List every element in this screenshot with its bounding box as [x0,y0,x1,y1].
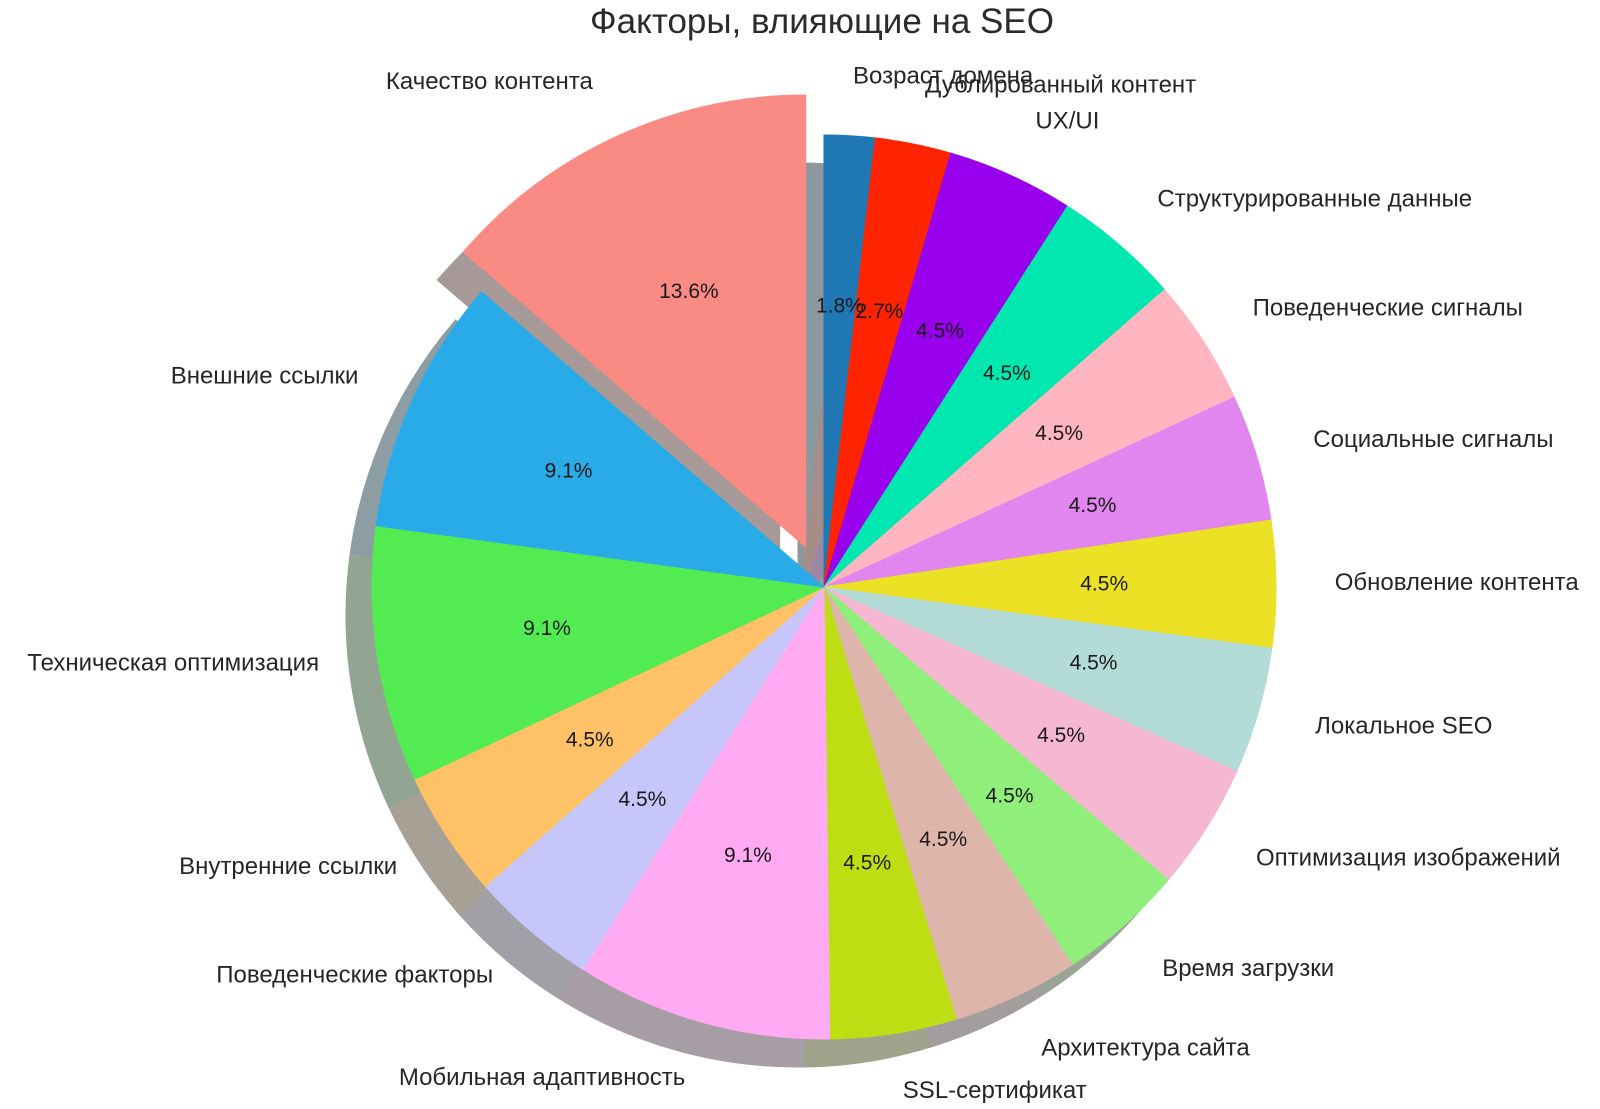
svg-text:4.5%: 4.5% [1080,573,1128,596]
svg-text:UX/UI: UX/UI [1035,107,1099,134]
svg-text:9.1%: 9.1% [545,459,593,482]
svg-text:4.5%: 4.5% [983,362,1031,385]
svg-text:4.5%: 4.5% [919,828,967,851]
svg-text:Локальное SEO: Локальное SEO [1315,713,1492,740]
svg-text:Структурированные данные: Структурированные данные [1157,185,1472,212]
svg-text:2.7%: 2.7% [855,300,903,323]
svg-text:4.5%: 4.5% [1069,494,1117,517]
svg-text:13.6%: 13.6% [659,280,719,303]
svg-text:Поведенческие сигналы: Поведенческие сигналы [1253,294,1523,321]
svg-text:4.5%: 4.5% [916,319,964,342]
svg-text:Факторы, влияющие на SEO: Факторы, влияющие на SEO [590,2,1054,41]
svg-text:Архитектура сайта: Архитектура сайта [1041,1035,1250,1062]
svg-text:4.5%: 4.5% [1035,422,1083,445]
svg-text:4.5%: 4.5% [843,851,891,874]
svg-text:Поведенческие факторы: Поведенческие факторы [216,961,493,988]
svg-text:4.5%: 4.5% [1037,724,1085,747]
svg-text:Социальные сигналы: Социальные сигналы [1313,426,1553,453]
svg-text:9.1%: 9.1% [724,844,772,867]
svg-text:SSL-сертификат: SSL-сертификат [903,1077,1087,1104]
svg-text:Качество контента: Качество контента [386,68,594,95]
svg-text:Оптимизация изображений: Оптимизация изображений [1256,845,1561,872]
svg-text:Внешние ссылки: Внешние ссылки [171,362,359,389]
svg-text:Время загрузки: Время загрузки [1162,955,1334,982]
svg-text:Дублированный контент: Дублированный контент [925,72,1196,99]
svg-text:4.5%: 4.5% [1070,651,1118,674]
svg-text:4.5%: 4.5% [986,785,1034,808]
svg-text:Мобильная адаптивность: Мобильная адаптивность [399,1064,685,1091]
svg-text:Обновление контента: Обновление контента [1335,569,1580,596]
svg-text:Внутренние ссылки: Внутренние ссылки [179,853,397,880]
svg-text:Техническая оптимизация: Техническая оптимизация [27,650,319,677]
svg-text:4.5%: 4.5% [566,728,614,751]
svg-text:4.5%: 4.5% [618,788,666,811]
svg-text:9.1%: 9.1% [523,617,571,640]
